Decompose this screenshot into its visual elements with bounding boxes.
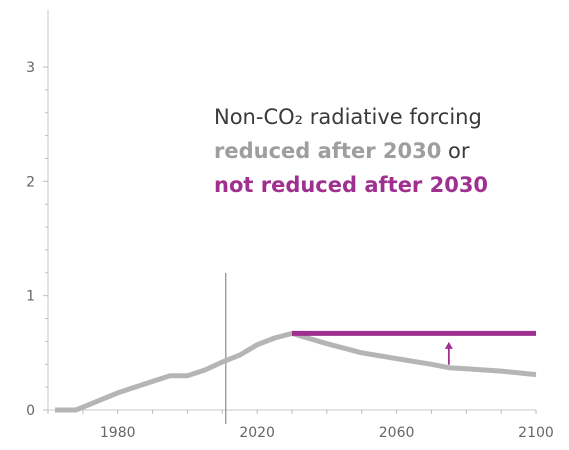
y-tick-label: 3 xyxy=(26,60,35,76)
annotation-not-reduced-label: not reduced after 2030 xyxy=(214,173,489,197)
x-tick-label: 2100 xyxy=(518,425,554,441)
chart-axes: 0 1 2 3 1980 2020 2060 2100 xyxy=(26,10,554,441)
chart-annotation: Non-CO₂ radiative forcing reduced after … xyxy=(214,100,488,202)
annotation-or-label: or xyxy=(441,139,470,163)
annotation-line-1: Non-CO₂ radiative forcing xyxy=(214,105,482,129)
annotation-reduced-label: reduced after 2030 xyxy=(214,139,442,163)
y-tick-label: 2 xyxy=(26,174,35,190)
x-tick-label: 2060 xyxy=(379,425,415,441)
x-tick-label: 1980 xyxy=(100,425,136,441)
annotation-line-2: reduced after 2030 or xyxy=(214,134,488,168)
chart-marks xyxy=(55,273,537,424)
y-tick-label: 1 xyxy=(26,289,35,305)
arrow-head xyxy=(444,341,453,349)
y-tick-label: 0 xyxy=(26,403,35,419)
series-reduced-line xyxy=(55,330,537,413)
x-tick-label: 2020 xyxy=(239,425,275,441)
